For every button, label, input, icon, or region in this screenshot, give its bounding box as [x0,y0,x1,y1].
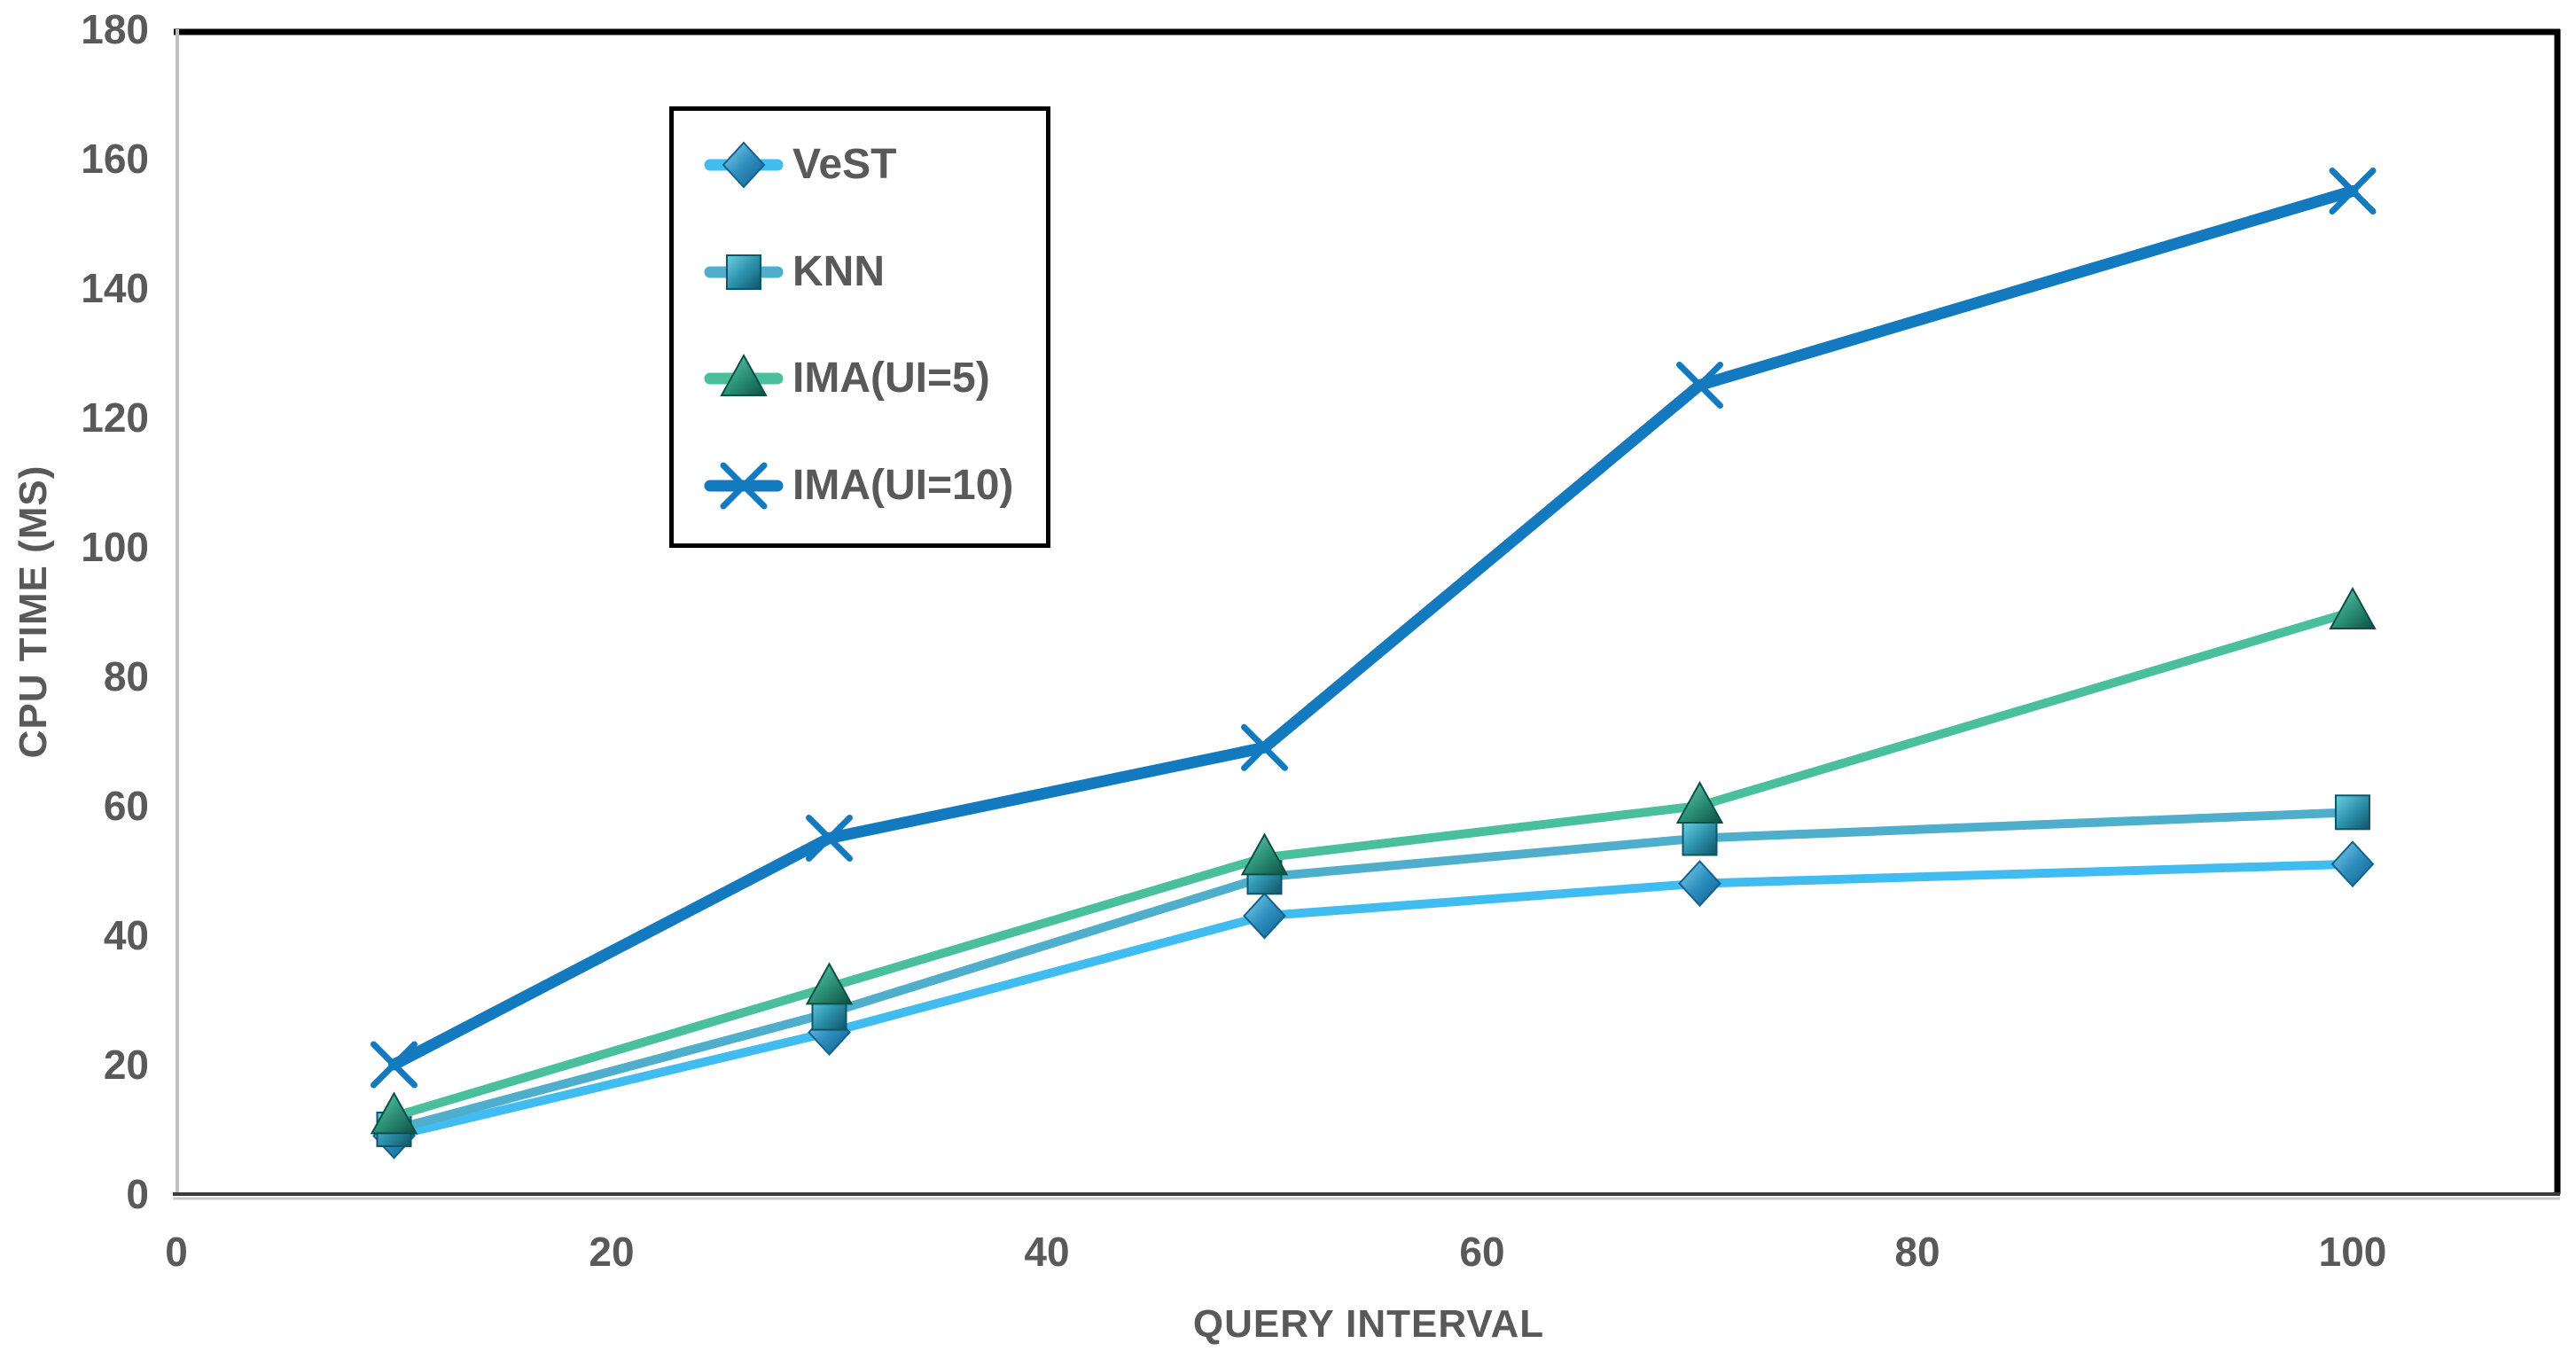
y-tick-label: 0 [126,1171,149,1217]
x-axis-title: QUERY INTERVAL [1193,1302,1544,1346]
legend-sample-ima-ui-10 [704,462,784,510]
legend-marker [720,462,768,510]
y-tick-label: 20 [104,1042,149,1088]
triangle-marker [805,962,854,1005]
data-point-ima-ui-10 [2329,168,2377,215]
ticks-layer: 0 20 40 60 80 100 120 140 160 180 0 20 40 60 80 100 [81,6,2386,1275]
square-marker [1682,820,1718,856]
diamond-marker [1243,892,1286,940]
y-tick-label: 140 [81,265,149,311]
triangle-marker [2329,586,2377,629]
legend-item-vest: VeST [704,138,896,191]
series-line-knn [389,808,2357,1134]
data-point-ima-ui-5 [370,1091,418,1135]
legend-item-knn: KNN [704,246,885,299]
data-point-vest [1678,860,1721,908]
y-tick-label: 100 [81,524,149,570]
triangle-marker [1675,780,1724,824]
x-marker [2329,168,2377,215]
data-point-vest [1243,892,1286,940]
x-tick-label: 20 [589,1229,634,1275]
diamond-marker [1678,860,1721,908]
axes-layer [173,28,2561,1200]
legend-sample-ima-ui-5 [704,353,784,396]
triangle-marker [720,353,768,396]
data-point-ima-ui-10 [1676,362,1723,409]
x-tick-label: 40 [1024,1229,1069,1275]
data-point-ima-ui-5 [805,962,854,1005]
legend-label: VeST [792,141,897,188]
x-marker [371,1041,418,1089]
legend-marker [722,141,766,189]
y-axis-title: CPU TIME (MS) [12,465,55,759]
legend-label: IMA(UI=5) [792,355,990,402]
diamond-marker [2330,840,2375,888]
data-point-knn [1682,820,1718,856]
triangle-marker [370,1091,418,1135]
x-marker [1676,362,1723,409]
x-marker [806,815,853,862]
data-point-vest [2330,840,2375,888]
triangle-marker [1240,832,1289,876]
data-point-ima-ui-10 [371,1041,418,1089]
series-line-vest [389,859,2357,1141]
data-point-ima-ui-5 [1675,780,1724,824]
legend-sample-knn [704,254,784,290]
legend-marker [726,254,761,290]
square-marker [2335,794,2370,831]
y-tick-label: 60 [104,783,149,829]
x-marker [1241,723,1288,771]
legend-box: VeST KNN IMA(UI=5) IMA(UI=10) [669,106,1050,548]
legend-item-ima-ui-10: IMA(UI=10) [704,459,1013,512]
y-tick-label: 160 [81,136,149,182]
x-tick-label: 80 [1894,1229,1940,1275]
y-tick-label: 80 [104,653,149,699]
legend-item-ima-ui-5: IMA(UI=5) [704,352,990,405]
legend-label: KNN [792,248,885,295]
y-tick-label: 120 [81,394,149,441]
x-marker [720,462,768,510]
legend-label: IMA(UI=10) [792,462,1014,509]
y-tick-label: 40 [104,912,149,958]
x-tick-label: 0 [165,1229,188,1275]
data-point-ima-ui-10 [806,815,853,862]
square-marker [726,254,761,290]
y-tick-label: 180 [81,6,149,52]
legend-marker [720,353,768,396]
data-point-ima-ui-10 [1241,723,1288,771]
data-point-ima-ui-5 [2329,586,2377,629]
data-point-knn [2335,794,2370,831]
series-layer [370,168,2377,1160]
x-tick-label: 60 [1459,1229,1504,1275]
legend-sample-vest [704,141,784,189]
data-point-ima-ui-5 [1240,832,1289,876]
diamond-marker [722,141,766,189]
x-tick-label: 100 [2319,1229,2387,1275]
